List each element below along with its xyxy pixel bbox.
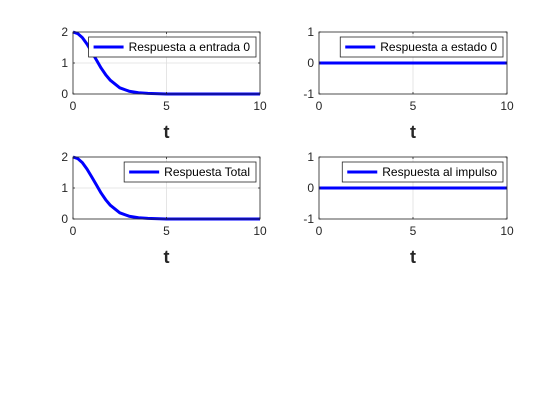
x-tick-label: 5	[410, 224, 417, 238]
x-tick-label: 0	[316, 99, 323, 113]
x-axis-label: t	[164, 247, 170, 267]
x-tick-label: 0	[70, 99, 77, 113]
legend: Respuesta al impulso	[341, 161, 504, 183]
x-tick-label: 0	[316, 224, 323, 238]
subplot-1: 0 5 10 0 1 2 t Respuesta a entrada 0	[61, 25, 267, 142]
x-axis-label: t	[410, 122, 416, 142]
x-tick-label: 10	[500, 99, 514, 113]
legend-label: Respuesta a entrada 0	[129, 40, 251, 54]
x-tick-label: 10	[253, 99, 267, 113]
legend: Respuesta a entrada 0	[88, 36, 257, 58]
y-tick-label: 2	[61, 25, 68, 39]
y-tick-label: -1	[303, 87, 314, 101]
legend-label: Respuesta a estado 0	[380, 40, 497, 54]
legend-label: Respuesta al impulso	[382, 165, 497, 179]
y-tick-label: 1	[61, 56, 68, 70]
legend-label: Respuesta Total	[164, 165, 250, 179]
subplot-3: 0 5 10 0 1 2 t Respuesta Total	[61, 150, 267, 267]
x-tick-label: 5	[163, 224, 170, 238]
x-tick-label: 0	[70, 224, 77, 238]
y-tick-label: 0	[307, 181, 314, 195]
y-tick-label: 1	[307, 25, 314, 39]
legend-box	[339, 36, 504, 58]
x-axis-label: t	[410, 247, 416, 267]
legend-box	[88, 36, 257, 58]
x-tick-label: 5	[163, 99, 170, 113]
x-tick-label: 5	[410, 99, 417, 113]
y-tick-label: 0	[61, 87, 68, 101]
y-tick-label: 0	[61, 212, 68, 226]
x-axis-label: t	[164, 122, 170, 142]
legend: Respuesta Total	[123, 161, 257, 183]
y-tick-label: 2	[61, 150, 68, 164]
y-tick-label: 1	[307, 150, 314, 164]
legend: Respuesta a estado 0	[339, 36, 504, 58]
legend-box	[123, 161, 257, 183]
y-tick-label: -1	[303, 212, 314, 226]
y-tick-label: 0	[307, 56, 314, 70]
y-tick-label: 1	[61, 181, 68, 195]
x-tick-label: 10	[500, 224, 514, 238]
x-tick-label: 10	[253, 224, 267, 238]
legend-box	[341, 161, 504, 183]
